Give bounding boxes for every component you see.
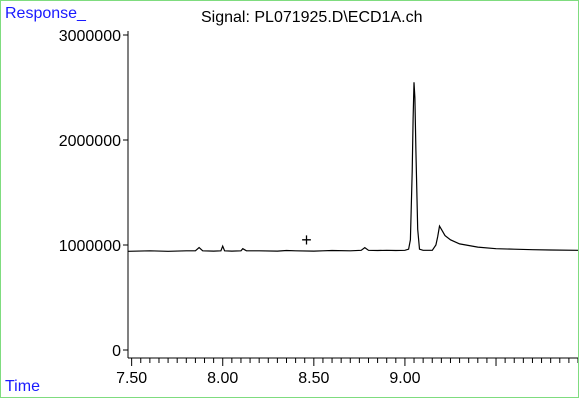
signal-trace-line bbox=[127, 82, 578, 252]
plus-marker: + bbox=[301, 230, 312, 250]
x-axis-label: Time bbox=[5, 378, 40, 395]
x-tick-label: 9.00 bbox=[389, 370, 420, 387]
series-layer bbox=[127, 82, 578, 252]
x-tick-label: 7.50 bbox=[116, 370, 147, 387]
annotations-layer: + bbox=[301, 230, 312, 250]
x-tick-label: 8.50 bbox=[298, 370, 329, 387]
x-tick-label: 8.00 bbox=[207, 370, 238, 387]
y-tick-label: 1000000 bbox=[59, 238, 121, 255]
ticks: 0 1000000 2000000 3000000 7.50 8.00 8.50 9.00 bbox=[59, 28, 578, 387]
chart-title: Signal: PL071925.D\ECD1A.ch bbox=[201, 9, 422, 26]
axes bbox=[127, 31, 578, 359]
y-tick-label: 3000000 bbox=[59, 28, 121, 45]
y-tick-label: 0 bbox=[112, 343, 121, 360]
y-tick-label: 2000000 bbox=[59, 133, 121, 150]
y-axis-label: Response_ bbox=[5, 5, 87, 22]
